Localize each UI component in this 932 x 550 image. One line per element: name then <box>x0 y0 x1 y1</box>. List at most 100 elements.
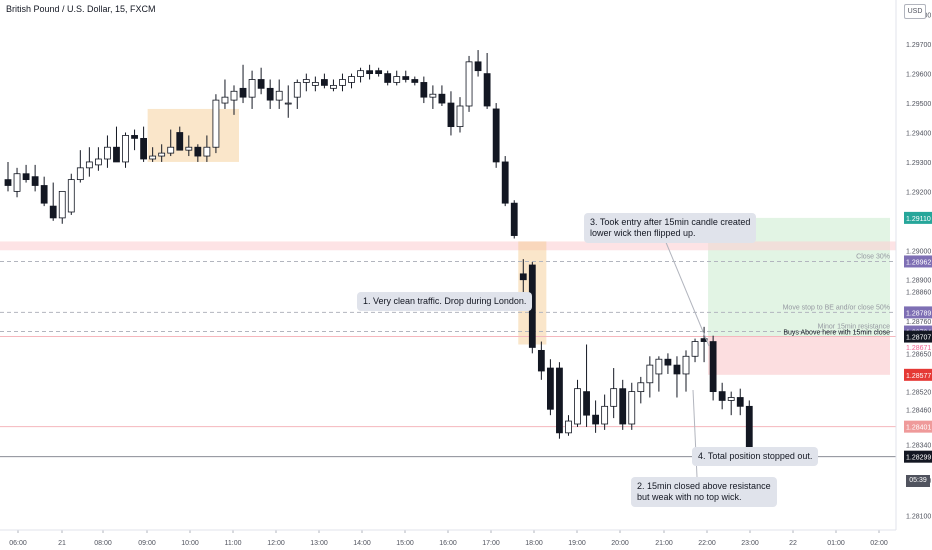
candle-body <box>266 87 274 101</box>
annotation-note-4[interactable]: 4. Total position stopped out. <box>692 447 819 466</box>
candle-body <box>67 179 75 213</box>
candle-body <box>474 61 482 72</box>
price-tag-label: 1.28299 <box>906 455 931 462</box>
candle <box>682 350 690 392</box>
candle <box>302 73 310 92</box>
price-tag: 1.28577 <box>904 368 932 381</box>
candle <box>330 79 337 92</box>
candle <box>664 353 672 374</box>
candle <box>601 394 609 430</box>
candle-body <box>366 70 374 75</box>
candle-body <box>239 87 247 98</box>
candle-body <box>140 137 148 160</box>
candle <box>411 76 419 86</box>
price-tag-label: 1.28671 <box>906 345 931 352</box>
annotation-line: but weak with no top wick. <box>637 492 742 502</box>
time-tick-label: 06:00 <box>9 540 27 547</box>
candle <box>718 382 726 410</box>
candle-body <box>22 173 30 181</box>
candle <box>76 150 84 183</box>
price-tag-label: 1.28577 <box>906 373 931 380</box>
candle-body <box>727 397 735 401</box>
price-tag: 1.28962 <box>904 255 932 268</box>
candle <box>311 76 319 92</box>
candle-body <box>149 155 157 160</box>
candle <box>248 70 256 109</box>
candle-body <box>384 73 392 83</box>
annotation-line: 2. 15min closed above resistance <box>637 481 771 491</box>
candle-body <box>293 82 301 98</box>
time-tick-label: 18:00 <box>525 540 543 547</box>
time-tick-label: 20:00 <box>611 540 629 547</box>
candle-body <box>302 79 310 83</box>
time-tick-label: 08:00 <box>94 540 112 547</box>
candle <box>727 391 735 416</box>
currency-badge[interactable]: USD <box>904 4 926 19</box>
candle <box>556 362 563 439</box>
candle <box>122 132 129 168</box>
candle <box>709 335 717 401</box>
candle-body <box>601 405 609 425</box>
price-tag: 1.28707 <box>904 330 932 343</box>
connector-note-3 <box>664 239 710 347</box>
price-tag: 1.28789 <box>904 306 932 319</box>
price-tick-label: 1.29700 <box>906 42 931 49</box>
candle <box>375 67 383 77</box>
candle-body <box>429 93 437 98</box>
candle-body <box>113 146 120 163</box>
price-tag-bg <box>904 255 932 268</box>
candle <box>140 126 148 162</box>
price-tick-label: 1.29400 <box>906 131 931 138</box>
candle-body <box>664 358 672 366</box>
candle <box>40 176 48 207</box>
label-move-stop: Move stop to BE and/or close 50% <box>783 304 890 311</box>
candle <box>203 135 211 162</box>
candle <box>212 94 220 154</box>
price-tag-label: 1.29110 <box>906 216 931 223</box>
candle-body <box>185 146 193 151</box>
candle-body <box>547 367 554 410</box>
candle-body <box>592 414 599 425</box>
candle-body <box>402 76 410 80</box>
time-tick-label: 12:00 <box>267 540 285 547</box>
candle <box>547 359 554 416</box>
label-minor-resistance: Minor 15min resistance <box>818 324 890 331</box>
candle <box>691 338 699 363</box>
price-tag-bg <box>904 450 932 463</box>
time-tick-label: 10:00 <box>181 540 199 547</box>
time-tick-label: 13:00 <box>310 540 328 547</box>
price-tick-label: 1.28760 <box>906 319 931 326</box>
candle <box>58 190 66 224</box>
candle-body <box>411 79 419 83</box>
candle <box>456 97 464 133</box>
candle <box>646 356 654 398</box>
candle <box>158 144 166 162</box>
candle-body <box>736 397 744 407</box>
candle-body <box>85 161 93 169</box>
candle <box>85 147 93 177</box>
price-tag: 1.28299 <box>904 450 932 463</box>
annotation-line: 3. Took entry after 15min candle created <box>590 217 751 227</box>
price-tick-label: 1.28340 <box>906 443 931 450</box>
candle-body <box>339 79 346 86</box>
candle-body <box>510 202 518 236</box>
candle-body <box>420 82 428 98</box>
candle-body <box>320 79 328 86</box>
annotation-note-3[interactable]: 3. Took entry after 15min candle created… <box>584 213 757 243</box>
candle <box>131 129 138 151</box>
annotation-note-1[interactable]: 1. Very clean traffic. Drop during Londo… <box>357 292 533 311</box>
candle <box>4 161 12 192</box>
annotation-note-2[interactable]: 2. 15min closed above resistance but wea… <box>631 477 777 507</box>
candle-body <box>13 173 21 192</box>
price-tick-label: 1.28460 <box>906 407 931 414</box>
candle <box>167 129 175 157</box>
candle-body <box>619 388 627 425</box>
time-tick-label: 22:00 <box>698 540 716 547</box>
candle <box>438 85 446 106</box>
candle-body <box>4 179 12 186</box>
candle <box>275 79 283 109</box>
candle <box>637 376 645 404</box>
candle-body <box>501 161 509 204</box>
